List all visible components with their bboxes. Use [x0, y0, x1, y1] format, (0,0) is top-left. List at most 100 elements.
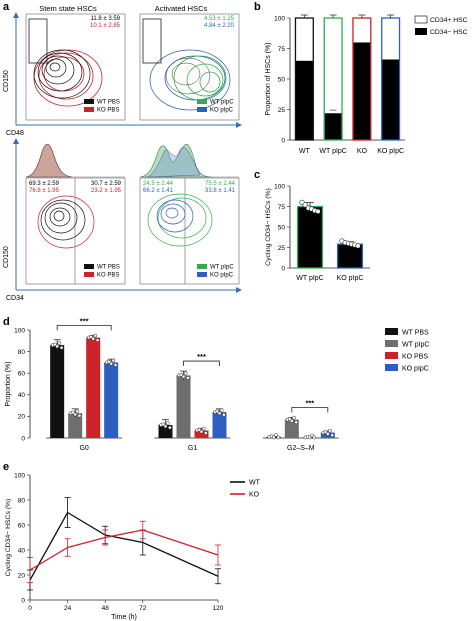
stat-bottom-right-ko-r: 33.8 ± 1.41: [205, 188, 236, 194]
b-bar-cd34neg: [295, 60, 314, 141]
d-data-point: [77, 413, 82, 418]
d-data-point: [330, 433, 335, 438]
d-significance-bracket: [291, 407, 329, 413]
c-ytick-label: 75: [278, 204, 286, 211]
panel-a-top-xarrow: [236, 122, 242, 128]
b-ytick-label: 25: [278, 107, 286, 114]
d-data-point: [55, 344, 60, 349]
panel-e-letter: e: [3, 461, 9, 473]
stat-bottom-right-wt-l: 24.5 ± 2.44: [143, 181, 174, 187]
e-ytick-label: 60: [18, 522, 26, 529]
b-category-label: KO pIpC: [377, 148, 404, 155]
e-xlabel: Time (h): [111, 614, 137, 621]
d-legend-label: KO PBS: [402, 353, 428, 360]
b-legend-label-cd34neg: CD34− HSC: [430, 29, 468, 36]
b-category-label: WT: [299, 148, 311, 155]
legend-swatch-ko-pipc-top: [197, 107, 207, 112]
d-legend-swatch: [385, 328, 398, 335]
panel-a-letter: a: [3, 1, 10, 13]
d-data-point: [165, 421, 170, 425]
d-data-point: [111, 358, 116, 363]
d-data-point: [181, 374, 186, 379]
b-bar-cd34pos: [352, 18, 371, 43]
panel-a-title-left: Stem state HSCs: [39, 4, 97, 13]
d-data-point: [163, 424, 168, 429]
stat-bottom-right-wt-r: 75.5 ± 2.44: [205, 181, 236, 187]
d-data-point: [59, 345, 64, 350]
panel-a-top-xlabel: CD48: [6, 130, 24, 137]
d-data-point: [289, 419, 294, 423]
b-bar-cd34neg: [352, 42, 371, 140]
stat-top-left-wt: 11.8 ± 3.59: [90, 16, 120, 22]
d-data-point: [93, 333, 98, 338]
d-data-point: [276, 435, 281, 440]
contour-bottom-left: [37, 195, 95, 249]
d-data-point: [204, 431, 208, 435]
d-data-point: [73, 412, 78, 417]
d-legend-swatch: [385, 340, 398, 347]
b-legend-label-cd34pos: CD34+ HSC: [430, 17, 468, 24]
d-data-point: [292, 415, 296, 420]
b-bar-cd34pos: [295, 18, 314, 61]
d-legend-label: WT PBS: [402, 329, 429, 336]
stat-bottom-left-ko-r: 23.2 ± 1.95: [91, 188, 122, 194]
d-ylabel: Proportion (%): [5, 361, 12, 406]
d-category-label: G1: [188, 445, 197, 452]
panel-a-title-right: Activated HSCs: [155, 4, 208, 13]
d-legend-swatch: [385, 352, 398, 359]
flow-plot-bottom-right: [139, 177, 240, 285]
d-legend-swatch: [385, 364, 398, 371]
c-ytick-label: 0: [281, 265, 285, 272]
d-ytick-label: 20: [18, 414, 26, 421]
d-data-point: [294, 420, 299, 425]
b-bar-cd34neg: [324, 113, 343, 140]
c-data-point: [302, 202, 308, 208]
panel-b-letter: b: [254, 1, 261, 13]
c-ytick-label: 100: [274, 183, 285, 190]
contour-dark-top-right: [165, 57, 211, 95]
d-data-point: [95, 338, 100, 343]
flow-plot-bottom-left: [25, 177, 126, 285]
c-ylabel: Cycling CD34− HSCs (%): [265, 188, 272, 266]
e-ytick-label: 20: [18, 572, 26, 579]
e-xtick-label: 72: [139, 605, 147, 612]
d-ytick-label: 100: [14, 327, 25, 334]
d-significance-label: ***: [197, 352, 206, 361]
panel-a-bottom-ylabel: CD150: [3, 246, 10, 268]
legend-label-wt-pipc-top: WT pIpC: [210, 100, 234, 106]
gate-top-right: [142, 18, 162, 64]
b-legend-swatch-cd34pos: [414, 15, 428, 24]
stat-top-left-ko: 10.1 ± 2.85: [90, 23, 121, 29]
stat-top-right-wt: 4.53 ± 1.25: [204, 16, 235, 22]
b-bar-cd34neg: [381, 59, 400, 141]
e-ylabel: Cycling CD34− HSCs (%): [5, 499, 12, 577]
legend-swatch-ko-pipc-bottom: [197, 272, 207, 277]
legend-swatch-wt-pipc-top: [197, 99, 207, 104]
d-data-point: [109, 361, 114, 366]
d-significance-bracket: [183, 360, 220, 367]
d-data-point: [91, 337, 96, 341]
panel-a-top-ylabel: CD150: [3, 70, 10, 92]
legend-swatch-wt-pipc-bottom: [197, 264, 207, 269]
e-legend-label: WT: [249, 480, 261, 487]
d-data-point: [219, 408, 224, 412]
e-ytick-label: 0: [21, 597, 25, 604]
d-data-point: [312, 435, 317, 440]
b-bar-cd34pos: [381, 18, 400, 60]
d-bar: [284, 419, 299, 438]
panel-a-bottom-xlabel: CD34: [6, 295, 24, 302]
panel-d-letter: d: [3, 316, 10, 328]
d-legend-label: KO pIpC: [402, 365, 429, 372]
d-data-point: [168, 425, 172, 430]
d-data-point: [113, 363, 118, 367]
d-significance-bracket: [56, 325, 112, 331]
e-legend-label: KO: [249, 492, 260, 499]
e-ytick-label: 40: [18, 547, 26, 554]
histogram-left: [25, 143, 73, 178]
d-category-label: G2–S–M: [287, 445, 315, 452]
b-ylabel: Proportion of HSCs (%): [265, 42, 272, 115]
panel-b-chart: 0 25 50 75 100 Proportion of HSCs (%) WT WT pIp…: [265, 14, 468, 155]
c-ytick-label: 25: [278, 245, 286, 252]
